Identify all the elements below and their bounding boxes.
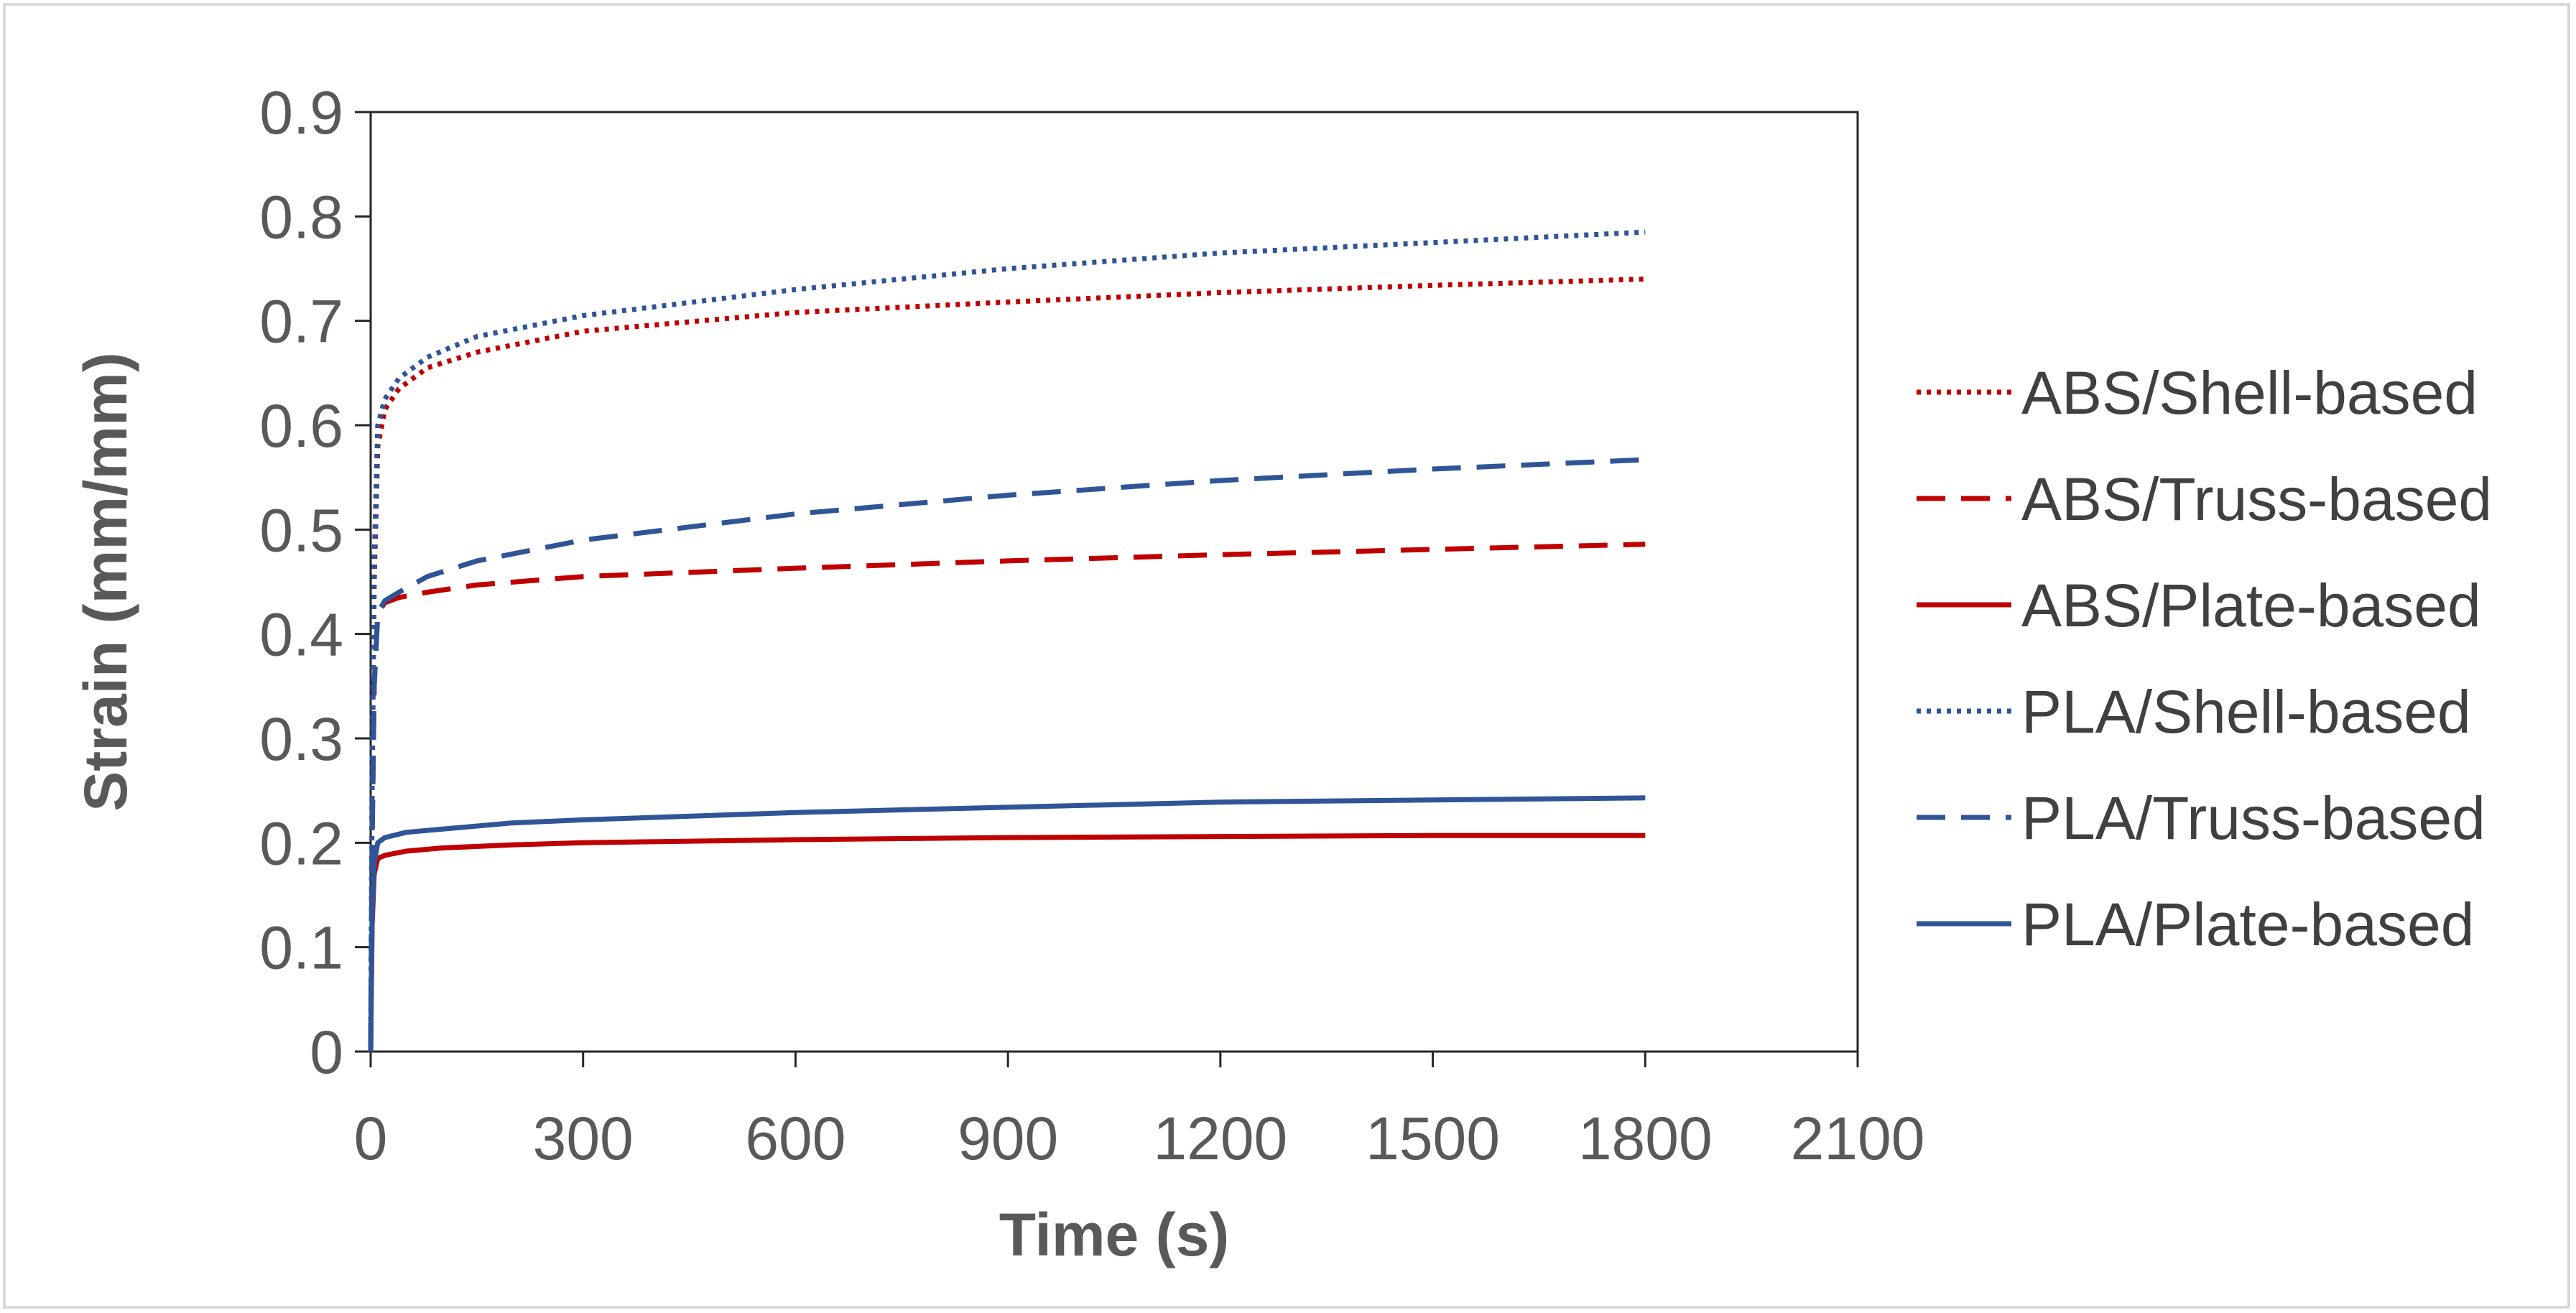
plot-area [369,111,1859,1053]
y-tick-label: 0.1 [259,914,343,982]
legend-entry: ABS/Plate-based [2021,572,2481,639]
line-chart: 0 0.1 0.2 0.3 0.4 0.5 0.6 0.7 0.8 0.9 0 300 600 900 12… [72,79,2492,1268]
series-line-abs-plate-based [368,832,1646,1052]
x-tick-label: 1500 [1366,1105,1500,1172]
x-axis-title: Time (s) [999,1201,1230,1268]
y-tick-label: 0.8 [259,183,343,251]
x-tick-label: 600 [745,1105,845,1172]
series-line-pla-plate-based [368,795,1646,1052]
x-tick-label: 1800 [1578,1105,1713,1172]
y-tick-label: 0.2 [259,809,343,877]
y-tick-label: 0.9 [259,79,343,147]
x-tick-label: 900 [958,1105,1058,1172]
legend-entry: PLA/Shell-based [2021,678,2471,746]
y-tick-label: 0.3 [259,705,343,773]
legend-entry: PLA/Plate-based [2021,891,2474,958]
series-line-abs-shell-based [368,277,1646,1052]
legend-entry: ABS/Truss-based [2021,465,2492,533]
x-tick-label: 1200 [1153,1105,1287,1172]
y-tick-label: 0.6 [259,392,343,460]
y-tick-label: 0.7 [259,288,343,356]
x-tick-label: 300 [533,1105,634,1172]
x-tick-label: 0 [354,1105,388,1172]
y-tick-label: 0 [310,1019,343,1086]
series-line-pla-truss-based [368,457,1646,1052]
y-tick-label: 0.5 [259,496,343,564]
series-line-pla-shell-based [368,229,1646,1052]
x-tick-label: 2100 [1791,1105,1925,1172]
y-tick-label: 0.4 [259,601,343,669]
y-axis-title: Strain (mm/mm) [72,352,139,811]
chart-frame: 0 0.1 0.2 0.3 0.4 0.5 0.6 0.7 0.8 0.9 0 300 600 900 12… [3,3,2570,1309]
legend-entry: ABS/Shell-based [2021,359,2478,427]
legend-entry: PLA/Truss-based [2021,784,2485,852]
